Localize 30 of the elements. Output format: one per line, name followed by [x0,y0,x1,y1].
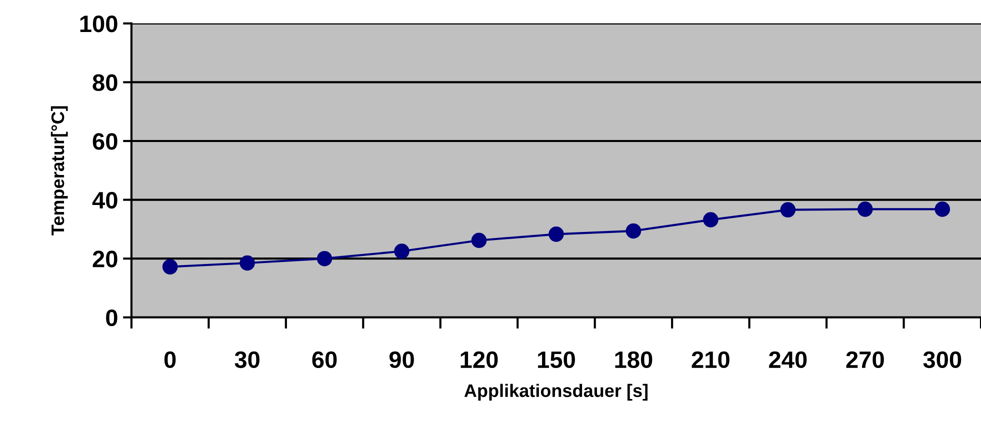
x-tick-label: 300 [923,351,962,368]
x-tick-label: 30 [234,351,260,368]
x-tick-label: 210 [692,351,730,368]
point [626,223,642,239]
y-axis-title: Temperatur[°C] [50,106,68,236]
y-tick-label: 0 [106,309,118,326]
point [162,259,178,274]
point [858,202,873,217]
point [394,244,410,259]
point [316,250,332,266]
point [934,202,950,217]
point [471,232,487,248]
x-tick-label: 240 [769,351,807,368]
x-tick-label: 0 [164,351,176,368]
point [548,226,564,242]
x-tick-label: 60 [312,351,337,368]
y-tick-label: 100 [80,16,118,32]
x-tick-label: 120 [460,351,498,368]
x-tick-label: 270 [846,351,884,368]
x-tick-label: 90 [389,351,414,368]
y-tick-label: 60 [92,133,118,150]
x-axis-title: Applikationsdauer [s] [464,384,648,401]
point [240,255,255,271]
x-tick-label: 180 [615,351,652,368]
point [703,212,718,228]
point [780,202,796,218]
y-tick-label: 80 [92,74,118,92]
y-tick-label: 40 [92,192,118,209]
x-tick-label: 150 [538,351,575,368]
y-tick-label: 20 [92,250,118,268]
